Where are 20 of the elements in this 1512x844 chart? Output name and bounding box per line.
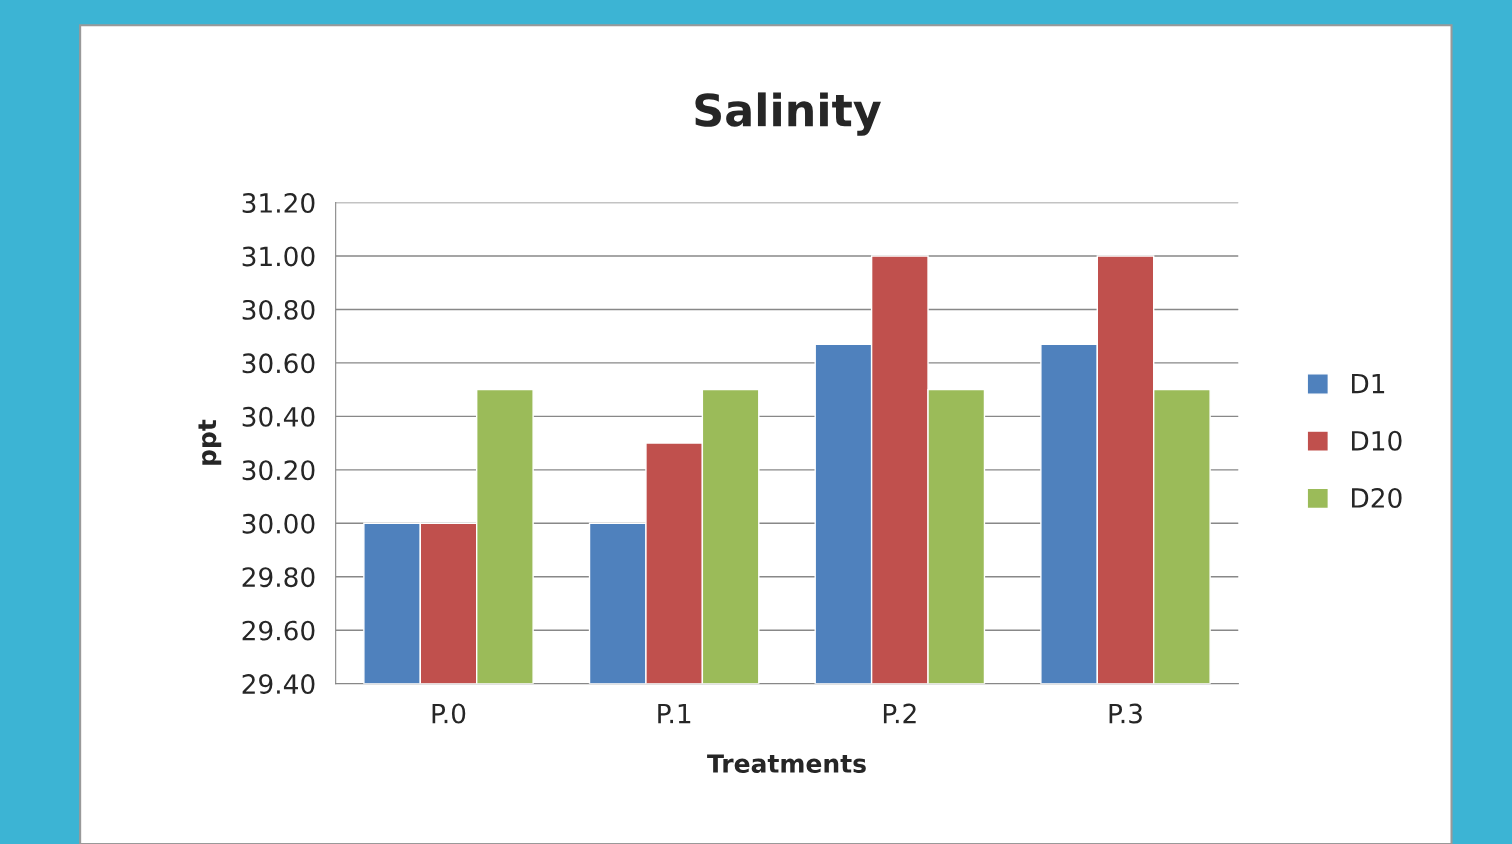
y-tick-label: 29.40	[242, 674, 315, 695]
y-tick-label: 30.20	[242, 460, 315, 481]
x-axis-title: Treatments	[707, 754, 866, 773]
y-tick-label: 31.20	[242, 193, 315, 213]
y-tick-label: 29.60	[242, 620, 315, 641]
legend-label: D10	[1352, 430, 1402, 451]
y-tick-label: 30.60	[242, 353, 315, 374]
y-tick-label: 31.00	[242, 246, 315, 267]
x-tick-label: P.2	[883, 703, 916, 724]
y-tick-label: 30.80	[242, 299, 315, 320]
y-tick-label: 30.00	[242, 513, 315, 534]
x-tick-label: P.1	[658, 703, 691, 724]
y-tick-label: 30.40	[242, 406, 315, 427]
x-tick-label: P.0	[432, 703, 466, 724]
y-axis-title: ppt	[198, 419, 222, 465]
legend-label: D1	[1352, 373, 1385, 394]
x-tick-label: P.3	[1109, 703, 1142, 724]
legend-label: D20	[1352, 488, 1402, 508]
y-tick-label: 29.80	[242, 567, 315, 588]
chart-title: Salinity	[695, 92, 881, 136]
